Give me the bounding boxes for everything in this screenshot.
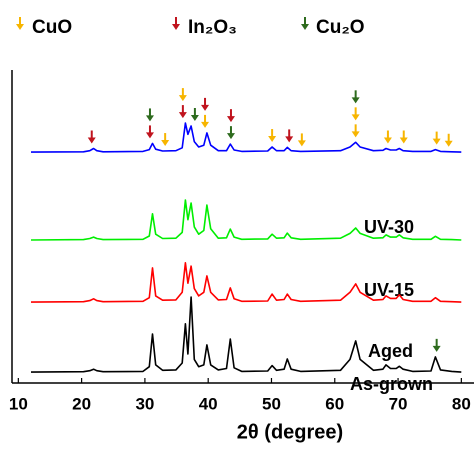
peak-marker-head (297, 140, 306, 147)
peak-marker-head (285, 136, 294, 143)
x-tick-label: 50 (262, 394, 281, 413)
legend-arrow-head (301, 24, 309, 30)
legend-arrow (16, 17, 24, 30)
peak-marker (268, 129, 277, 143)
peak-marker-head (178, 95, 187, 102)
x-tick-label: 20 (72, 394, 91, 413)
peak-marker (444, 133, 453, 147)
peak-marker (226, 109, 235, 123)
peak-marker (351, 107, 360, 121)
peak-marker-head (161, 140, 170, 147)
peak-marker (178, 105, 187, 119)
peak-marker-head (201, 104, 210, 111)
peak-marker (432, 338, 441, 352)
peak-marker-head (268, 136, 277, 143)
legend-label: In₂O₃ (188, 17, 237, 38)
legend-arrow (172, 17, 180, 30)
x-tick-label: 60 (325, 394, 344, 413)
peak-marker-head (351, 131, 360, 138)
peak-marker-head (399, 137, 408, 144)
trace (30, 199, 462, 241)
peak-marker (351, 90, 360, 104)
peak-marker (226, 126, 235, 140)
legend-arrow (301, 17, 309, 30)
x-axis-label: 2θ (degree) (237, 421, 343, 443)
peak-marker (178, 88, 187, 102)
peak-marker (432, 131, 441, 145)
x-tick-label: 30 (135, 394, 154, 413)
series-label: UV-15 (364, 280, 414, 300)
peak-marker (87, 130, 96, 144)
peak-marker (201, 114, 210, 128)
peak-marker-head (432, 345, 441, 352)
trace (30, 296, 462, 373)
legend-label: Cu₂O (316, 17, 365, 38)
peak-marker (383, 130, 392, 144)
series-label: Aged (368, 341, 413, 361)
peak-marker (201, 97, 210, 111)
legend-label: CuO (32, 17, 72, 38)
legend-arrow-head (172, 24, 180, 30)
peak-marker-head (178, 112, 187, 119)
peak-marker-head (383, 137, 392, 144)
peak-marker-head (226, 133, 235, 140)
peak-marker-head (190, 114, 199, 121)
peak-marker-head (145, 115, 154, 122)
peak-marker (297, 133, 306, 147)
peak-marker-head (351, 97, 360, 104)
peak-marker (399, 130, 408, 144)
series-label: As-grown (350, 374, 433, 394)
legend-arrow-head (16, 24, 24, 30)
series-label: UV-30 (364, 217, 414, 237)
peak-marker-head (351, 114, 360, 121)
peak-marker-head (226, 116, 235, 123)
peak-marker (351, 124, 360, 138)
peak-marker-head (87, 137, 96, 144)
trace (30, 262, 462, 303)
x-tick-label: 10 (9, 394, 28, 413)
trace (30, 122, 462, 153)
peak-marker-head (432, 138, 441, 145)
x-tick-label: 80 (452, 394, 471, 413)
peak-marker (145, 125, 154, 139)
peak-marker-head (201, 121, 210, 128)
peak-marker-head (444, 140, 453, 147)
peak-marker (285, 129, 294, 143)
peak-marker (190, 107, 199, 121)
peak-marker (145, 108, 154, 122)
peak-marker (161, 133, 170, 147)
x-tick-label: 70 (389, 394, 408, 413)
x-tick-label: 40 (199, 394, 218, 413)
peak-marker-head (145, 132, 154, 139)
